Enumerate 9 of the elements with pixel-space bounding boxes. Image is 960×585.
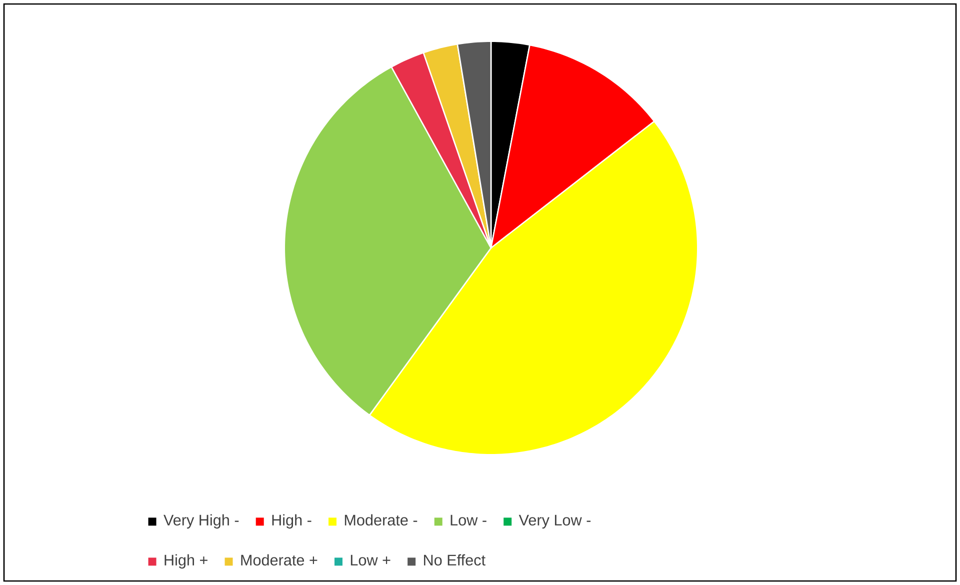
legend-label: Very Low - xyxy=(518,514,591,529)
legend-label: No Effect xyxy=(424,554,486,566)
legend-label: Moderate - xyxy=(344,514,418,526)
legend-label: Moderate + xyxy=(241,554,318,566)
legend-label: High - xyxy=(272,514,312,529)
legend-label: Low - xyxy=(450,514,486,526)
legend-label: High + xyxy=(164,554,208,569)
legend-label: Low + xyxy=(350,554,390,566)
legend-label: Very High - xyxy=(164,514,239,529)
